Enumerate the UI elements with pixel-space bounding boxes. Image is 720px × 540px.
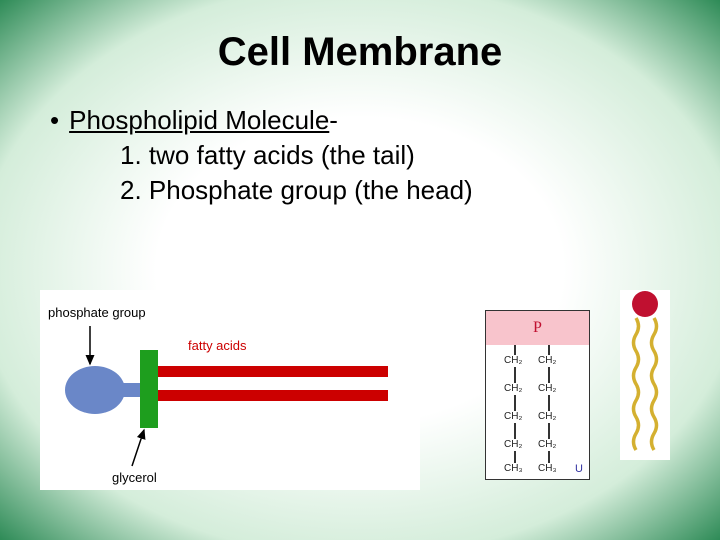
phospholipid-cartoon-svg	[40, 290, 420, 490]
bullet-text: Phospholipid Molecule	[69, 105, 329, 135]
phosphate-group-label: phosphate group	[48, 305, 146, 320]
slide: Cell Membrane • Phospholipid Molecule- 1.…	[0, 0, 720, 540]
phospholipid-cartoon-diagram: phosphate group fatty acids glycerol	[40, 290, 420, 490]
diagrams-area: phosphate group fatty acids glycerol P C…	[40, 290, 680, 490]
ch2-label: CH₂	[504, 439, 522, 450]
sub-line-1: 1. two fatty acids (the tail)	[120, 140, 680, 171]
bond-line	[514, 367, 516, 383]
bond-line	[514, 451, 516, 463]
ch2-label: CH₂	[538, 355, 556, 366]
ch2-label: CH₂	[504, 355, 522, 366]
bond-line	[548, 423, 550, 439]
ch3-label: CH₃	[538, 463, 557, 474]
bond-line	[548, 367, 550, 383]
ch2-label: CH₂	[504, 383, 522, 394]
ch2-label: CH₂	[538, 439, 556, 450]
bond-line	[548, 451, 550, 463]
bullet-line: • Phospholipid Molecule-	[50, 105, 680, 136]
fatty-acids-label: fatty acids	[188, 338, 247, 353]
p-label: P	[533, 319, 542, 337]
bond-line	[514, 423, 516, 439]
glycerol-label: glycerol	[112, 470, 157, 485]
phospholipid-simple-diagram	[620, 290, 670, 460]
u-label: U	[575, 463, 583, 475]
ch2-label: CH₂	[504, 411, 522, 422]
slide-title: Cell Membrane	[40, 30, 680, 75]
ch3-label: CH₃	[504, 463, 523, 474]
ch2-label: CH₂	[538, 411, 556, 422]
phospholipid-structural-diagram: P CH₂ CH₂ CH₂ CH₂ CH₃ CH₂ CH₂ CH₂ CH₂ CH₃ U	[485, 310, 590, 480]
bond-line	[514, 345, 516, 355]
bond-line	[514, 395, 516, 411]
phospholipid-simple-svg	[620, 290, 670, 460]
bullet-dash: -	[329, 105, 338, 135]
ch2-label: CH₂	[538, 383, 556, 394]
bond-line	[548, 345, 550, 355]
phosphate-band: P	[486, 311, 589, 345]
sub-line-2: 2. Phosphate group (the head)	[120, 175, 680, 206]
bullet-dot: •	[50, 105, 59, 135]
bond-line	[548, 395, 550, 411]
